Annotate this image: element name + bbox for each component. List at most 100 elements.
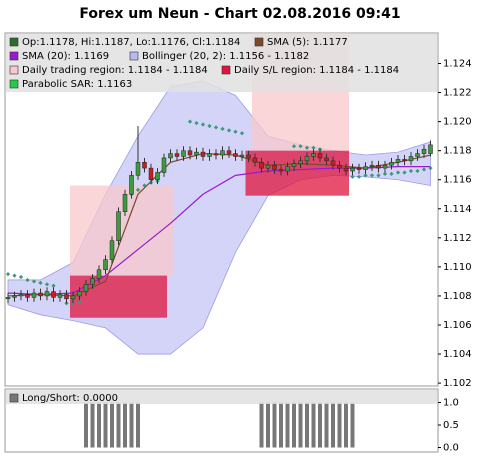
- legend-swatch: [9, 51, 19, 61]
- candle-body: [304, 156, 310, 162]
- y-tick-label: 1.106: [443, 320, 472, 331]
- candle-body: [5, 297, 11, 300]
- region: [245, 150, 349, 196]
- bar: [318, 402, 322, 448]
- candle-body: [64, 294, 69, 300]
- bar: [84, 402, 88, 448]
- legend-box: [6, 390, 437, 404]
- legend-label: Daily S/L region: 1.1184 - 1.1184: [234, 65, 399, 76]
- candle-body: [428, 144, 433, 154]
- sar-dot: [311, 145, 316, 150]
- legend-label: SMA (5): 1.1177: [267, 37, 348, 48]
- legend-label: Op:1.1178, Hi:1.1187, Lo:1.1176, Cl:1.11…: [22, 37, 240, 48]
- sar-dot: [395, 170, 401, 175]
- candle-body: [44, 291, 50, 297]
- bar: [272, 402, 277, 448]
- candle-body: [278, 169, 284, 172]
- candle-body: [51, 291, 56, 298]
- candle-body: [317, 153, 323, 159]
- candle-body: [272, 164, 277, 170]
- y-tick-label: 1.118: [443, 146, 472, 157]
- bar: [292, 402, 296, 448]
- candle-body: [265, 164, 271, 169]
- chart-title: Forex um Neun - Chart 02.08.2016 09:41: [79, 6, 400, 22]
- candle-body: [324, 157, 329, 162]
- candle-body: [129, 175, 134, 195]
- candle-body: [350, 167, 355, 172]
- candle-body: [168, 153, 173, 159]
- candle-body: [31, 292, 37, 298]
- candle-body: [25, 294, 30, 298]
- bar: [311, 402, 316, 448]
- sar-dot: [135, 187, 141, 193]
- candle-body: [252, 157, 258, 163]
- legend-box: [6, 34, 437, 92]
- bar: [305, 402, 309, 448]
- candle-body: [135, 162, 141, 176]
- sar-dot: [220, 126, 225, 131]
- sar-dot: [233, 129, 238, 134]
- candle-body: [174, 153, 180, 157]
- legend-swatch: [221, 65, 231, 75]
- legend-label: SMA (20): 1.1169: [22, 51, 109, 62]
- sar-dot: [369, 173, 375, 178]
- candle-body: [70, 295, 76, 300]
- candle-body: [421, 148, 427, 154]
- sar-dot: [363, 173, 368, 178]
- candle-body: [402, 159, 407, 162]
- region: [70, 185, 174, 276]
- candle-body: [356, 167, 362, 170]
- candle-body: [395, 159, 401, 163]
- sar-dot: [376, 173, 381, 178]
- bar: [266, 402, 270, 448]
- bar: [285, 402, 290, 448]
- sar-dot: [142, 183, 147, 188]
- y-tick-label: 0.0: [443, 443, 459, 454]
- candle-body: [77, 291, 82, 297]
- bar: [324, 402, 329, 448]
- y-tick-label: 1.122: [443, 88, 472, 99]
- candle-body: [96, 269, 102, 279]
- candle-body: [109, 240, 115, 260]
- candle-body: [57, 294, 63, 298]
- candle-body: [122, 193, 128, 212]
- sar-dot: [428, 165, 433, 171]
- candle-body: [343, 167, 349, 172]
- y-tick-label: 1.108: [443, 291, 472, 302]
- candle-body: [18, 294, 24, 297]
- bar: [103, 402, 108, 448]
- candle-body: [155, 172, 160, 180]
- candle-body: [200, 151, 206, 157]
- bar: [259, 402, 264, 448]
- candle-body: [337, 164, 342, 169]
- candle-body: [369, 164, 375, 167]
- sar-dot: [382, 171, 388, 177]
- y-tick-label: 1.112: [443, 233, 472, 244]
- bar: [123, 402, 127, 448]
- bar: [136, 402, 140, 448]
- candle-body: [408, 156, 414, 162]
- sar-dot: [304, 145, 310, 150]
- bar: [298, 402, 303, 448]
- sar-dot: [187, 119, 193, 124]
- candle-body: [187, 150, 193, 156]
- bar: [344, 402, 348, 448]
- sar-dot: [213, 125, 219, 130]
- bar: [116, 402, 121, 448]
- candle-body: [291, 163, 297, 167]
- candle-body: [83, 284, 89, 292]
- candle-body: [330, 160, 336, 166]
- candle-body: [142, 162, 147, 169]
- candle-body: [207, 153, 212, 157]
- candle-body: [38, 292, 43, 297]
- sar-dot: [298, 144, 303, 149]
- candle-body: [226, 150, 232, 154]
- candle-body: [220, 150, 225, 156]
- bar: [279, 402, 283, 448]
- bar: [331, 402, 335, 448]
- bar: [110, 402, 114, 448]
- legend-label: Daily trading region: 1.1184 - 1.1184: [22, 65, 208, 76]
- candle-body: [90, 278, 95, 285]
- y-tick-label: 1.116: [443, 175, 472, 186]
